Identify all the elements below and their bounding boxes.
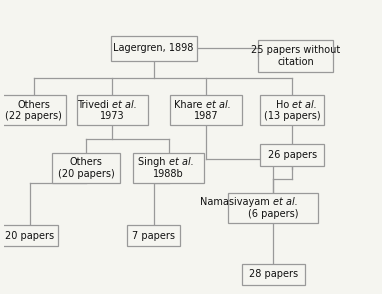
FancyBboxPatch shape bbox=[127, 225, 180, 246]
Text: (13 papers): (13 papers) bbox=[264, 111, 320, 121]
Text: 26 papers: 26 papers bbox=[267, 150, 317, 160]
FancyBboxPatch shape bbox=[228, 193, 318, 223]
Text: Ho: Ho bbox=[276, 99, 292, 110]
FancyBboxPatch shape bbox=[110, 36, 197, 61]
Text: 1973: 1973 bbox=[100, 111, 125, 121]
Text: (20 papers): (20 papers) bbox=[58, 169, 115, 179]
Text: Lagergren, 1898: Lagergren, 1898 bbox=[113, 43, 194, 53]
Text: citation: citation bbox=[277, 57, 314, 67]
FancyBboxPatch shape bbox=[77, 95, 148, 125]
Text: 25 papers without: 25 papers without bbox=[251, 45, 340, 55]
Text: Trivedi: Trivedi bbox=[78, 99, 112, 110]
FancyBboxPatch shape bbox=[170, 95, 241, 125]
FancyBboxPatch shape bbox=[260, 144, 324, 166]
Text: Khare: Khare bbox=[175, 99, 206, 110]
Text: et al.: et al. bbox=[274, 198, 298, 208]
FancyBboxPatch shape bbox=[2, 225, 58, 246]
FancyBboxPatch shape bbox=[241, 264, 305, 285]
Text: Others: Others bbox=[17, 99, 50, 110]
Text: et al.: et al. bbox=[168, 157, 193, 167]
FancyBboxPatch shape bbox=[133, 153, 204, 183]
FancyBboxPatch shape bbox=[2, 95, 66, 125]
Text: (6 papers): (6 papers) bbox=[248, 209, 299, 219]
Text: 20 papers: 20 papers bbox=[5, 230, 55, 240]
Text: 1988b: 1988b bbox=[153, 169, 184, 179]
Text: et al.: et al. bbox=[292, 99, 317, 110]
Text: Namasivayam: Namasivayam bbox=[201, 198, 274, 208]
Text: et al.: et al. bbox=[112, 99, 137, 110]
Text: 28 papers: 28 papers bbox=[249, 270, 298, 280]
Text: (22 papers): (22 papers) bbox=[5, 111, 62, 121]
FancyBboxPatch shape bbox=[258, 40, 333, 72]
Text: et al.: et al. bbox=[206, 99, 231, 110]
Text: 1987: 1987 bbox=[194, 111, 218, 121]
FancyBboxPatch shape bbox=[52, 153, 120, 183]
FancyBboxPatch shape bbox=[260, 95, 324, 125]
Text: Singh: Singh bbox=[138, 157, 168, 167]
Text: Others: Others bbox=[70, 157, 103, 167]
Text: 7 papers: 7 papers bbox=[132, 230, 175, 240]
